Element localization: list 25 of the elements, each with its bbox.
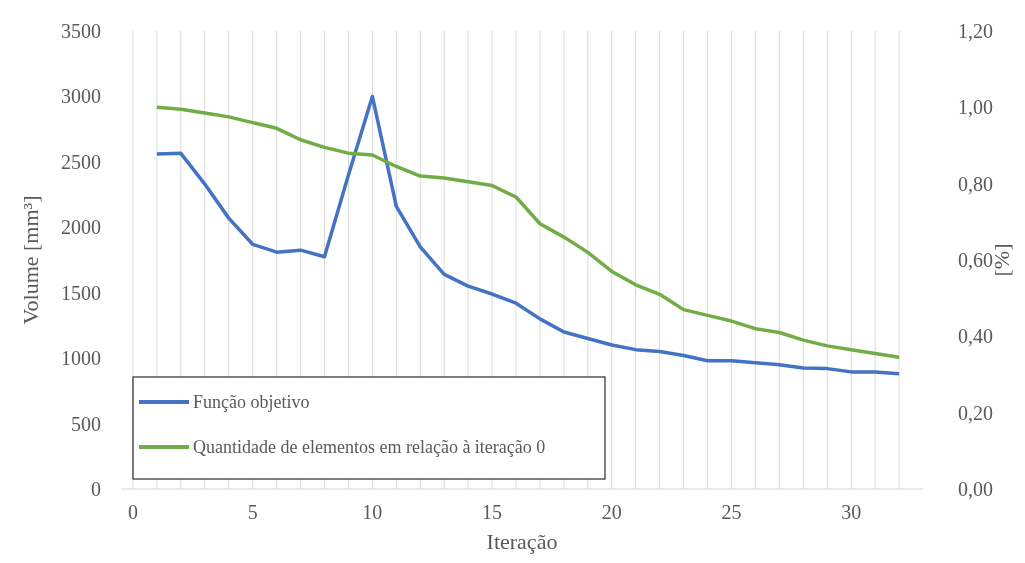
y-tick-label: 0 bbox=[91, 478, 101, 500]
x-tick-label: 0 bbox=[127, 501, 138, 523]
x-tick-label: 25 bbox=[721, 501, 742, 523]
y-tick-label: 500 bbox=[71, 412, 101, 435]
legend-label: Quantidade de elementos em relação à iteração 0 bbox=[193, 437, 546, 457]
y-tick-label: 2000 bbox=[61, 216, 101, 239]
y2-tick-label: 0,80 bbox=[958, 172, 993, 195]
y2-tick-label: 0,40 bbox=[958, 325, 993, 348]
legend-label: Função objetivo bbox=[193, 392, 310, 412]
y-tick-label: 1500 bbox=[61, 281, 101, 304]
y-tick-label: 3500 bbox=[61, 20, 101, 42]
x-tick-label: 5 bbox=[247, 501, 258, 523]
y2-tick-label: 0,00 bbox=[958, 478, 993, 500]
x-axis-title: Iteração bbox=[486, 529, 558, 554]
y-axis-title: Volume [mm³] bbox=[18, 195, 43, 325]
x-tick-label: 30 bbox=[841, 501, 862, 523]
y-tick-label: 3000 bbox=[61, 85, 101, 108]
y-tick-label: 2500 bbox=[61, 150, 101, 173]
y-tick-label: 1000 bbox=[61, 347, 101, 370]
x-tick-label: 20 bbox=[601, 501, 622, 523]
y2-tick-label: 1,00 bbox=[958, 96, 993, 119]
y2-tick-label: 0,20 bbox=[958, 401, 993, 424]
x-tick-label: 15 bbox=[482, 501, 503, 523]
y2-tick-label: 1,20 bbox=[958, 20, 993, 42]
x-tick-label: 10 bbox=[362, 501, 383, 523]
